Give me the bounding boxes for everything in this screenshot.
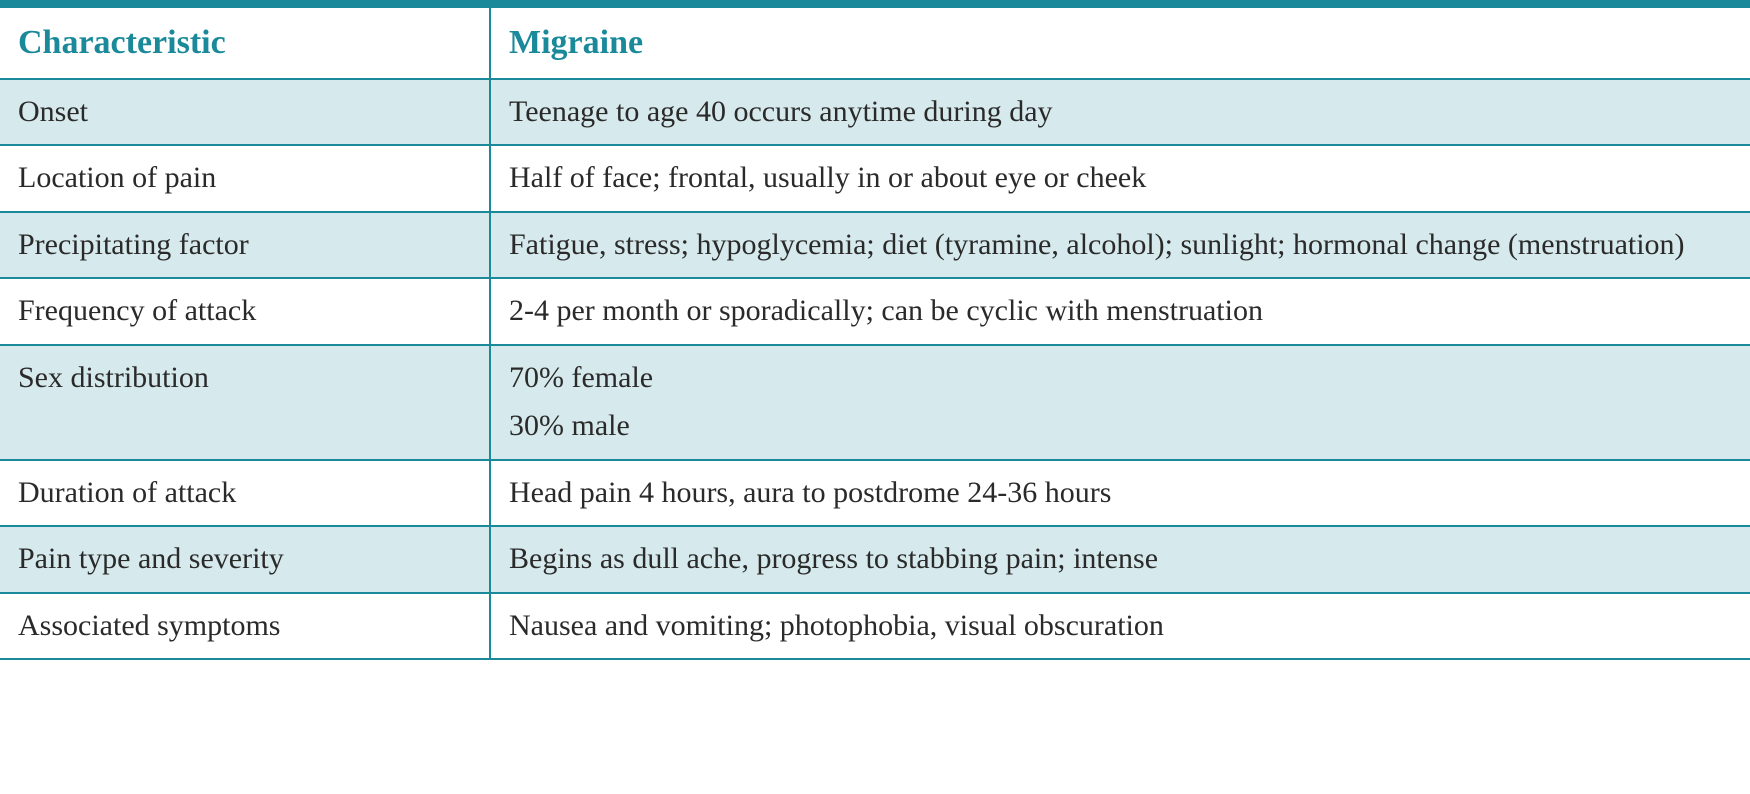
cell-line: 70% female [509, 358, 1732, 399]
cell-line: 30% male [509, 406, 1732, 447]
cell-migraine: Half of face; frontal, usually in or abo… [490, 145, 1750, 212]
cell-characteristic: Sex distribution [0, 345, 490, 460]
cell-characteristic: Onset [0, 79, 490, 146]
cell-migraine: Nausea and vomiting; photophobia, visual… [490, 593, 1750, 660]
header-migraine: Migraine [490, 4, 1750, 79]
table-body: Onset Teenage to age 40 occurs anytime d… [0, 79, 1750, 660]
cell-characteristic: Pain type and severity [0, 526, 490, 593]
table-row: Location of pain Half of face; frontal, … [0, 145, 1750, 212]
cell-characteristic: Duration of attack [0, 460, 490, 527]
cell-characteristic: Location of pain [0, 145, 490, 212]
cell-characteristic: Associated symptoms [0, 593, 490, 660]
table-row: Precipitating factor Fatigue, stress; hy… [0, 212, 1750, 279]
table-row: Pain type and severity Begins as dull ac… [0, 526, 1750, 593]
table-row: Associated symptoms Nausea and vomiting;… [0, 593, 1750, 660]
table-row: Sex distribution 70% female 30% male [0, 345, 1750, 460]
cell-migraine: Teenage to age 40 occurs anytime during … [490, 79, 1750, 146]
cell-migraine: 2-4 per month or sporadically; can be cy… [490, 278, 1750, 345]
cell-migraine: Begins as dull ache, progress to stabbin… [490, 526, 1750, 593]
table-row: Frequency of attack 2-4 per month or spo… [0, 278, 1750, 345]
cell-migraine: 70% female 30% male [490, 345, 1750, 460]
cell-migraine: Head pain 4 hours, aura to postdrome 24-… [490, 460, 1750, 527]
cell-characteristic: Precipitating factor [0, 212, 490, 279]
table-row: Onset Teenage to age 40 occurs anytime d… [0, 79, 1750, 146]
header-characteristic: Characteristic [0, 4, 490, 79]
migraine-table: Characteristic Migraine Onset Teenage to… [0, 0, 1750, 660]
migraine-table-container: Characteristic Migraine Onset Teenage to… [0, 0, 1750, 660]
table-row: Duration of attack Head pain 4 hours, au… [0, 460, 1750, 527]
cell-characteristic: Frequency of attack [0, 278, 490, 345]
table-header-row: Characteristic Migraine [0, 4, 1750, 79]
cell-migraine: Fatigue, stress; hypoglycemia; diet (tyr… [490, 212, 1750, 279]
